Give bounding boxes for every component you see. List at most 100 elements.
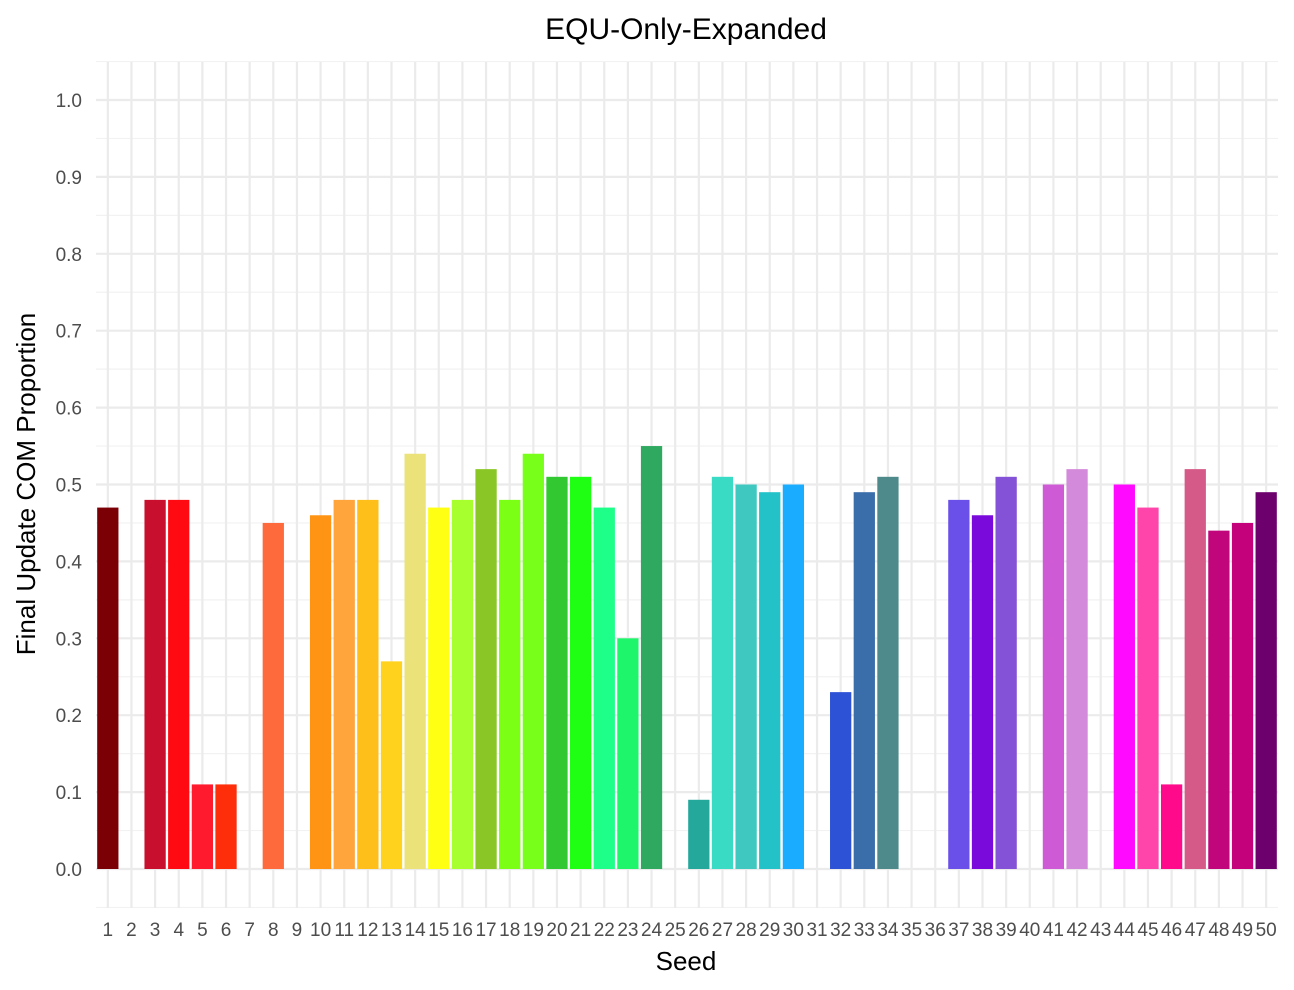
bar-seed-3 [144,499,166,869]
x-tick-label: 25 [665,920,686,941]
bar-seed-32 [830,692,852,869]
x-tick-label: 41 [1043,920,1064,941]
x-tick-label: 4 [173,920,184,941]
x-tick-label: 23 [617,920,638,941]
bar-seed-14 [404,453,426,869]
bar-seed-6 [215,784,237,869]
bar-seed-44 [1113,484,1135,869]
bar-seed-13 [380,661,403,869]
x-tick-label: 28 [736,920,757,941]
y-tick-label: 0.4 [56,552,83,573]
x-tick-label: 20 [546,920,567,941]
bar-seed-15 [428,507,450,869]
y-tick-label: 0.8 [56,245,82,266]
x-tick-label: 39 [996,920,1017,941]
x-tick-label: 3 [150,920,161,941]
y-tick-label: 0.7 [56,322,82,343]
x-tick-label: 29 [759,920,780,941]
bar-seed-8 [262,522,284,869]
x-tick-label: 45 [1137,920,1158,941]
bar-seed-22 [593,507,615,869]
x-tick-label: 21 [570,920,591,941]
x-tick-label: 15 [428,920,449,941]
x-tick-label: 48 [1208,920,1229,941]
x-tick-label: 40 [1019,920,1040,941]
bar-seed-33 [853,492,875,869]
x-tick-label: 5 [197,920,208,941]
x-tick-label: 7 [244,920,255,941]
x-tick-label: 14 [405,920,427,941]
x-axis-ticks: 1 2 3 4 5 6 7 8 9 10 11 12 13 14 15 16 17 18 19 20 21 22 23 24 2… [103,920,1277,941]
y-tick-label: 0.0 [56,860,82,881]
bar-seed-42 [1066,469,1088,869]
bar-seed-17 [475,469,497,869]
x-tick-label: 24 [641,920,663,941]
bar-seed-12 [357,499,379,869]
x-tick-label: 35 [901,920,922,941]
bar-seed-21 [569,476,592,869]
x-tick-label: 42 [1066,920,1087,941]
bar-seed-41 [1042,484,1065,869]
x-tick-label: 34 [877,920,899,941]
x-tick-label: 30 [783,920,804,941]
x-tick-label: 6 [221,920,232,941]
bar-seed-5 [191,784,214,869]
x-tick-label: 32 [830,920,851,941]
bar-seed-34 [877,476,899,869]
x-tick-label: 9 [292,920,303,941]
bar-seed-47 [1184,469,1206,869]
x-tick-label: 27 [712,920,733,941]
x-tick-label: 10 [310,920,331,941]
x-tick-label: 46 [1161,920,1182,941]
bar-seed-4 [168,499,190,869]
bar-seed-1 [97,507,119,869]
y-axis-ticks: 0.0 0.1 0.2 0.3 0.4 0.5 0.6 0.7 0.8 0.9 1.0 [56,91,83,881]
bar-seed-30 [782,484,805,869]
x-tick-label: 26 [688,920,709,941]
x-tick-label: 13 [381,920,402,941]
bar-seed-45 [1137,507,1159,869]
chart-title: EQU-Only-Expanded [545,13,827,46]
x-tick-label: 1 [103,920,114,941]
bar-seed-28 [735,484,757,869]
x-tick-label: 18 [499,920,520,941]
y-tick-label: 1.0 [56,91,82,112]
x-tick-label: 50 [1256,920,1277,941]
bar-seed-27 [711,476,734,869]
y-tick-label: 0.6 [56,399,82,420]
bar-seed-23 [617,638,639,869]
bar-seed-46 [1160,784,1183,869]
bar-seed-16 [451,499,474,869]
x-tick-label: 43 [1090,920,1111,941]
bar-seed-29 [759,492,781,869]
bar-seed-19 [522,453,544,869]
x-tick-label: 38 [972,920,993,941]
bar-seed-49 [1231,522,1254,869]
bars [97,446,1277,869]
x-tick-label: 22 [594,920,615,941]
bar-seed-38 [971,515,994,869]
y-tick-label: 0.9 [56,168,82,189]
x-tick-label: 49 [1232,920,1253,941]
bar-seed-26 [688,799,710,869]
x-tick-label: 31 [806,920,827,941]
y-tick-label: 0.3 [56,629,82,650]
x-tick-label: 19 [523,920,544,941]
x-tick-label: 37 [948,920,969,941]
y-tick-label: 0.2 [56,706,82,727]
bar-seed-11 [333,499,355,869]
x-tick-label: 44 [1114,920,1136,941]
bar-seed-39 [995,476,1017,869]
bar-seed-18 [499,499,521,869]
bar-seed-24 [640,446,663,869]
bar-seed-48 [1208,530,1230,869]
x-tick-label: 47 [1185,920,1206,941]
x-tick-label: 2 [126,920,137,941]
bar-seed-50 [1255,492,1277,869]
y-axis-title: Final Update COM Proportion [11,313,41,655]
bar-seed-37 [948,499,970,869]
x-tick-label: 17 [475,920,496,941]
x-tick-label: 8 [268,920,279,941]
x-tick-label: 11 [334,920,354,941]
